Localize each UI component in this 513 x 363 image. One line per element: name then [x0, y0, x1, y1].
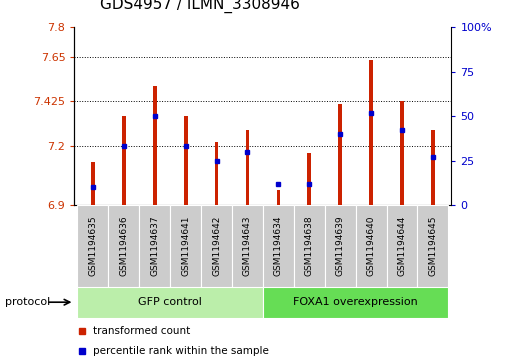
Text: GSM1194641: GSM1194641 — [181, 216, 190, 276]
Bar — [153, 86, 156, 205]
Text: GSM1194636: GSM1194636 — [120, 216, 128, 276]
Bar — [232, 205, 263, 287]
Text: GSM1194640: GSM1194640 — [367, 216, 376, 276]
Bar — [277, 190, 280, 205]
Bar — [215, 142, 219, 205]
Text: transformed count: transformed count — [93, 326, 190, 336]
Bar — [140, 205, 170, 287]
Bar — [122, 116, 126, 205]
Bar — [418, 205, 448, 287]
Bar — [400, 101, 404, 205]
Text: GSM1194635: GSM1194635 — [88, 216, 97, 276]
Bar — [369, 60, 373, 205]
Bar — [201, 205, 232, 287]
Text: GSM1194634: GSM1194634 — [274, 216, 283, 276]
Bar — [263, 287, 448, 318]
Text: GSM1194644: GSM1194644 — [398, 216, 406, 276]
Bar — [386, 205, 418, 287]
Text: percentile rank within the sample: percentile rank within the sample — [93, 346, 269, 356]
Bar — [325, 205, 356, 287]
Bar — [91, 162, 95, 205]
Text: GFP control: GFP control — [139, 297, 202, 307]
Bar — [170, 205, 201, 287]
Bar — [431, 130, 435, 205]
Bar — [356, 205, 386, 287]
Text: GSM1194643: GSM1194643 — [243, 216, 252, 276]
Text: GSM1194642: GSM1194642 — [212, 216, 221, 276]
Text: protocol: protocol — [5, 297, 50, 307]
Bar — [108, 205, 140, 287]
Bar — [77, 287, 263, 318]
Text: GDS4957 / ILMN_3308946: GDS4957 / ILMN_3308946 — [100, 0, 300, 13]
Text: GSM1194645: GSM1194645 — [428, 216, 438, 276]
Bar — [246, 130, 249, 205]
Bar — [338, 104, 342, 205]
Text: GSM1194639: GSM1194639 — [336, 216, 345, 276]
Text: FOXA1 overexpression: FOXA1 overexpression — [293, 297, 418, 307]
Bar — [77, 205, 108, 287]
Bar — [184, 116, 188, 205]
Text: GSM1194638: GSM1194638 — [305, 216, 314, 276]
Bar — [307, 153, 311, 205]
Text: GSM1194637: GSM1194637 — [150, 216, 159, 276]
Bar — [263, 205, 294, 287]
Bar — [294, 205, 325, 287]
